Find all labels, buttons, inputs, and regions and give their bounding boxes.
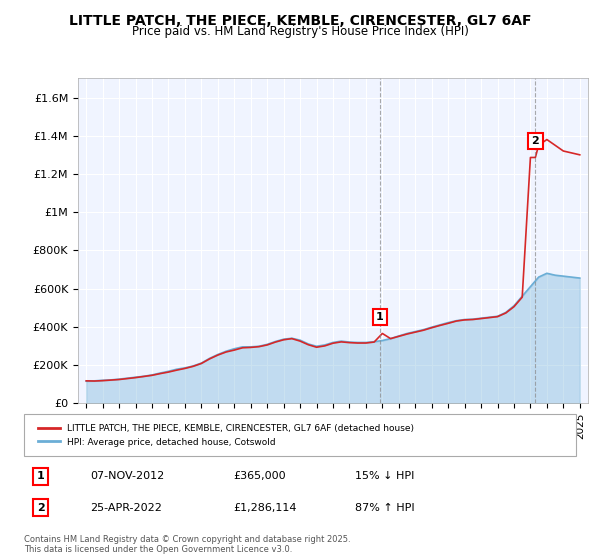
Text: LITTLE PATCH, THE PIECE, KEMBLE, CIRENCESTER, GL7 6AF: LITTLE PATCH, THE PIECE, KEMBLE, CIRENCE… [69,14,531,28]
Text: 2: 2 [532,136,539,146]
Text: Contains HM Land Registry data © Crown copyright and database right 2025.
This d: Contains HM Land Registry data © Crown c… [24,535,350,554]
Text: 87% ↑ HPI: 87% ↑ HPI [355,503,415,513]
Text: 2: 2 [37,503,44,513]
Text: 15% ↓ HPI: 15% ↓ HPI [355,472,415,482]
FancyBboxPatch shape [24,414,576,456]
Text: £365,000: £365,000 [234,472,286,482]
Text: 1: 1 [37,472,44,482]
Legend: LITTLE PATCH, THE PIECE, KEMBLE, CIRENCESTER, GL7 6AF (detached house), HPI: Ave: LITTLE PATCH, THE PIECE, KEMBLE, CIRENCE… [34,421,418,450]
Text: 07-NOV-2012: 07-NOV-2012 [90,472,164,482]
Text: £1,286,114: £1,286,114 [234,503,297,513]
Text: 25-APR-2022: 25-APR-2022 [90,503,162,513]
Text: Price paid vs. HM Land Registry's House Price Index (HPI): Price paid vs. HM Land Registry's House … [131,25,469,38]
Text: 1: 1 [376,312,384,322]
